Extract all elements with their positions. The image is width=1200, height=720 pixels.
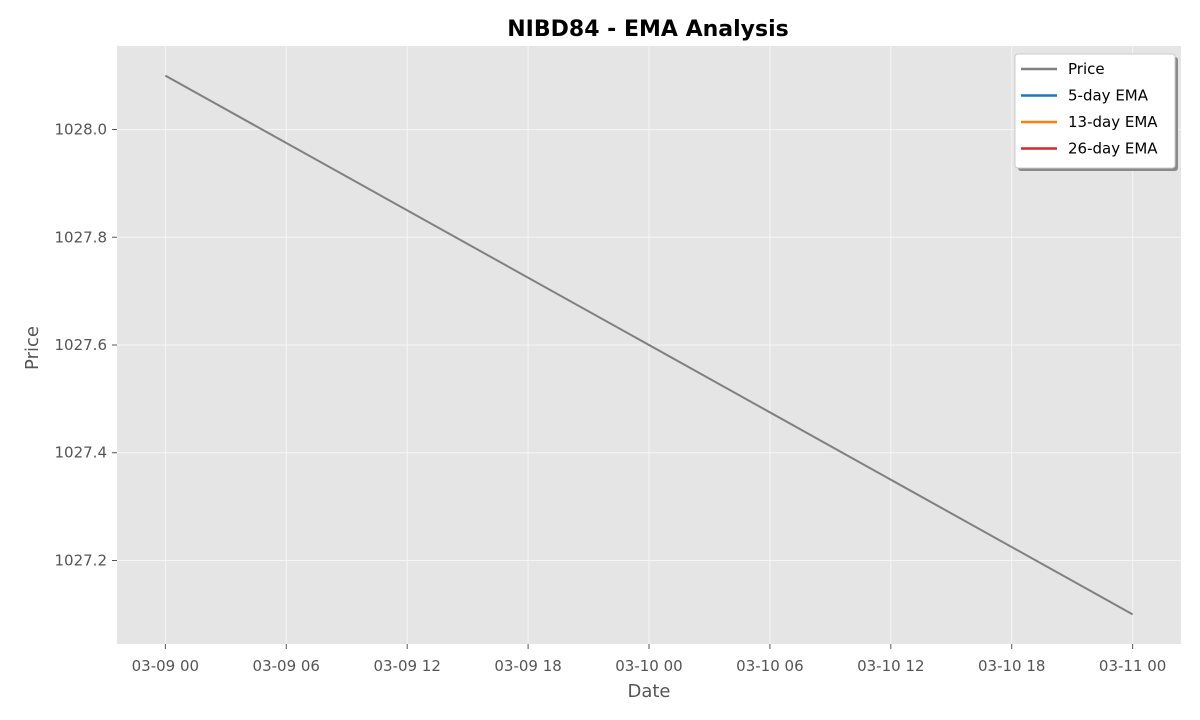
legend-label: 13-day EMA (1068, 113, 1158, 131)
series-lines (164, 74, 1134, 616)
x-tick-label: 03-09 06 (253, 657, 320, 675)
x-tick-label: 03-11 00 (1099, 657, 1166, 675)
y-axis-ticks: 1027.2 1027.4 1027.6 1027.8 1028.0 (55, 121, 117, 569)
x-tick-label: 03-09 00 (132, 657, 199, 675)
y-axis-label: Price (22, 326, 43, 370)
x-tick-label: 03-09 18 (494, 657, 561, 675)
chart-title: NIBD84 - EMA Analysis (507, 17, 788, 42)
x-axis-label: Date (627, 681, 670, 702)
x-tick-label: 03-10 06 (736, 657, 803, 675)
legend: Price 5-day EMA 13-day EMA 26-day EMA (1014, 53, 1178, 171)
y-tick-label: 1027.2 (55, 551, 108, 569)
legend-label: Price (1068, 60, 1105, 78)
x-tick-label: 03-10 18 (978, 657, 1045, 675)
legend-box (1014, 53, 1176, 169)
y-tick-label: 1027.6 (55, 336, 108, 354)
x-tick-label: 03-09 12 (373, 657, 440, 675)
x-axis-ticks: 03-09 00 03-09 06 03-09 12 03-09 18 03-10 00… (132, 644, 1166, 675)
legend-label: 26-day EMA (1068, 140, 1158, 158)
series-line-price (164, 74, 1134, 616)
y-tick-label: 1027.4 (55, 444, 108, 462)
y-tick-label: 1028.0 (55, 121, 108, 139)
y-tick-label: 1027.8 (55, 228, 108, 246)
x-tick-label: 03-10 12 (857, 657, 924, 675)
legend-label: 5-day EMA (1068, 87, 1149, 105)
x-tick-label: 03-10 00 (615, 657, 682, 675)
